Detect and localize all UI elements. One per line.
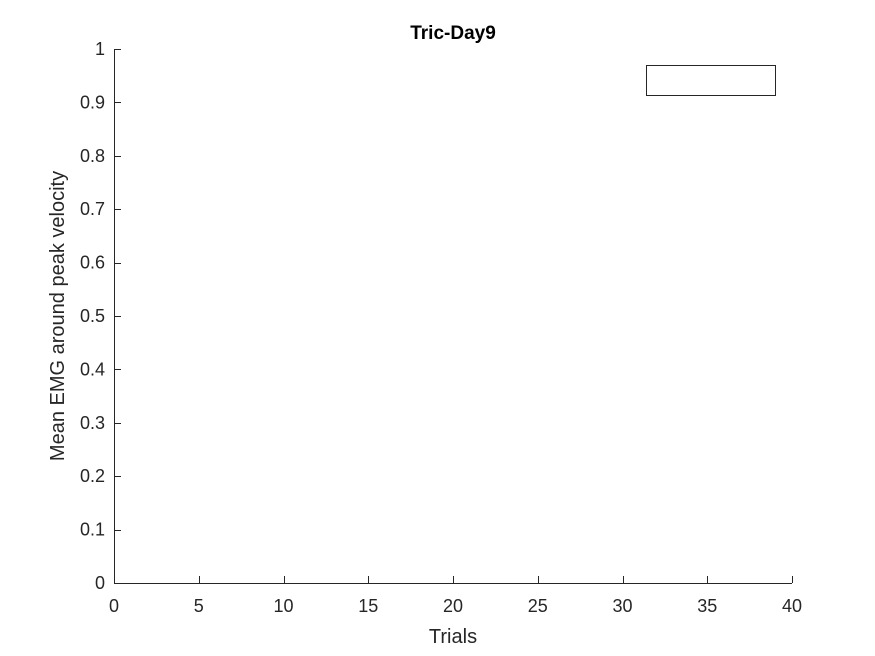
legend-box	[646, 65, 776, 96]
plot-area: 0 5 10 15 20 25 30 35 40 00.10.20.30.40.50.60.70…	[80, 39, 802, 616]
y-tick-label: 0.2	[80, 466, 105, 486]
y-ticks: 0 0.1 0.2 0.3 0.4 0.5 0.6 0.7 0.8 0.9 1	[80, 39, 121, 593]
x-tick-label: 10	[273, 596, 293, 616]
chart-title: Tric-Day9	[410, 23, 496, 44]
y-tick-label: 0.3	[80, 413, 105, 433]
x-tick-label: 0	[109, 596, 119, 616]
y-tick-label: 0.9	[80, 92, 105, 112]
x-tick-label: 20	[443, 596, 463, 616]
y-tick-label: 1	[95, 39, 105, 59]
y-tick-label: 0.5	[80, 306, 105, 326]
x-tick-label: 40	[782, 596, 802, 616]
x-tick-label: 25	[528, 596, 548, 616]
y-tick-label: 0.1	[80, 520, 105, 540]
y-tick-label: 0.7	[80, 199, 105, 219]
y-tick-label: 0.8	[80, 146, 105, 166]
x-ticks: 0 5 10 15 20 25 30 35 40	[109, 576, 802, 616]
x-tick-label: 15	[358, 596, 378, 616]
legend	[646, 65, 776, 96]
x-tick-label: 30	[612, 596, 632, 616]
x-axis-label: Trials	[429, 626, 477, 648]
x-tick-label: 35	[697, 596, 717, 616]
y-tick-label: 0.6	[80, 253, 105, 273]
y-axis-label: Mean EMG around peak velocity	[47, 171, 69, 461]
y-tick-label: 0.4	[80, 359, 105, 379]
x-tick-label: 5	[194, 596, 204, 616]
y-tick-label: 0	[95, 573, 105, 593]
